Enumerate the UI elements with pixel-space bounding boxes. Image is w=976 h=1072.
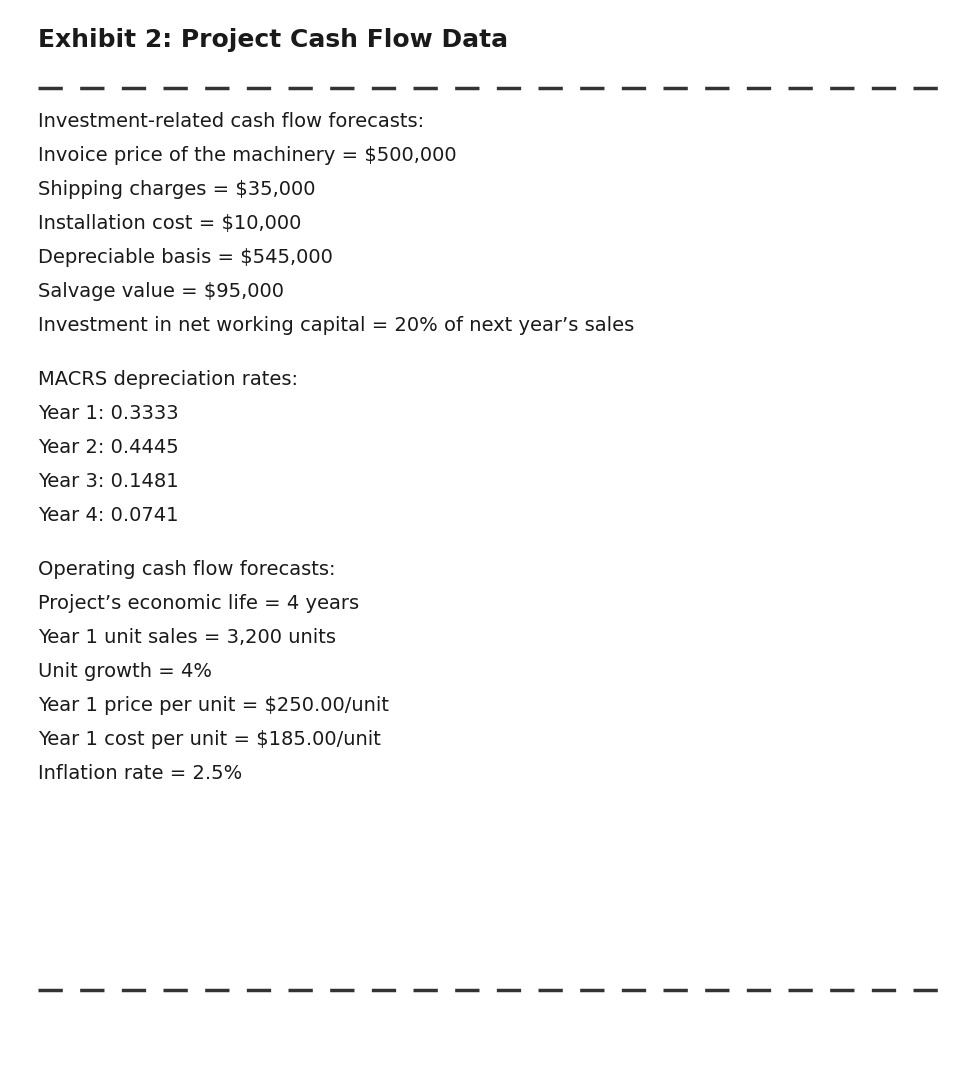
Text: Year 1 price per unit = $250.00/unit: Year 1 price per unit = $250.00/unit bbox=[38, 696, 389, 715]
Text: Year 1 unit sales = 3,200 units: Year 1 unit sales = 3,200 units bbox=[38, 628, 336, 647]
Text: Year 1: 0.3333: Year 1: 0.3333 bbox=[38, 404, 179, 423]
Text: Invoice price of the machinery = $500,000: Invoice price of the machinery = $500,00… bbox=[38, 146, 457, 165]
Text: Unit growth = 4%: Unit growth = 4% bbox=[38, 662, 212, 681]
Text: Inflation rate = 2.5%: Inflation rate = 2.5% bbox=[38, 764, 242, 783]
Text: Year 4: 0.0741: Year 4: 0.0741 bbox=[38, 506, 179, 525]
Text: Installation cost = $10,000: Installation cost = $10,000 bbox=[38, 214, 302, 233]
Text: Year 2: 0.4445: Year 2: 0.4445 bbox=[38, 438, 179, 457]
Text: Investment-related cash flow forecasts:: Investment-related cash flow forecasts: bbox=[38, 111, 425, 131]
Text: Salvage value = $95,000: Salvage value = $95,000 bbox=[38, 282, 284, 301]
Text: Depreciable basis = $545,000: Depreciable basis = $545,000 bbox=[38, 248, 333, 267]
Text: Project’s economic life = 4 years: Project’s economic life = 4 years bbox=[38, 594, 359, 613]
Text: Shipping charges = $35,000: Shipping charges = $35,000 bbox=[38, 180, 315, 199]
Text: Investment in net working capital = 20% of next year’s sales: Investment in net working capital = 20% … bbox=[38, 316, 634, 334]
Text: MACRS depreciation rates:: MACRS depreciation rates: bbox=[38, 370, 298, 389]
Text: Year 3: 0.1481: Year 3: 0.1481 bbox=[38, 472, 179, 491]
Text: Operating cash flow forecasts:: Operating cash flow forecasts: bbox=[38, 560, 336, 579]
Text: Exhibit 2: Project Cash Flow Data: Exhibit 2: Project Cash Flow Data bbox=[38, 28, 508, 53]
Text: Year 1 cost per unit = $185.00/unit: Year 1 cost per unit = $185.00/unit bbox=[38, 730, 381, 749]
